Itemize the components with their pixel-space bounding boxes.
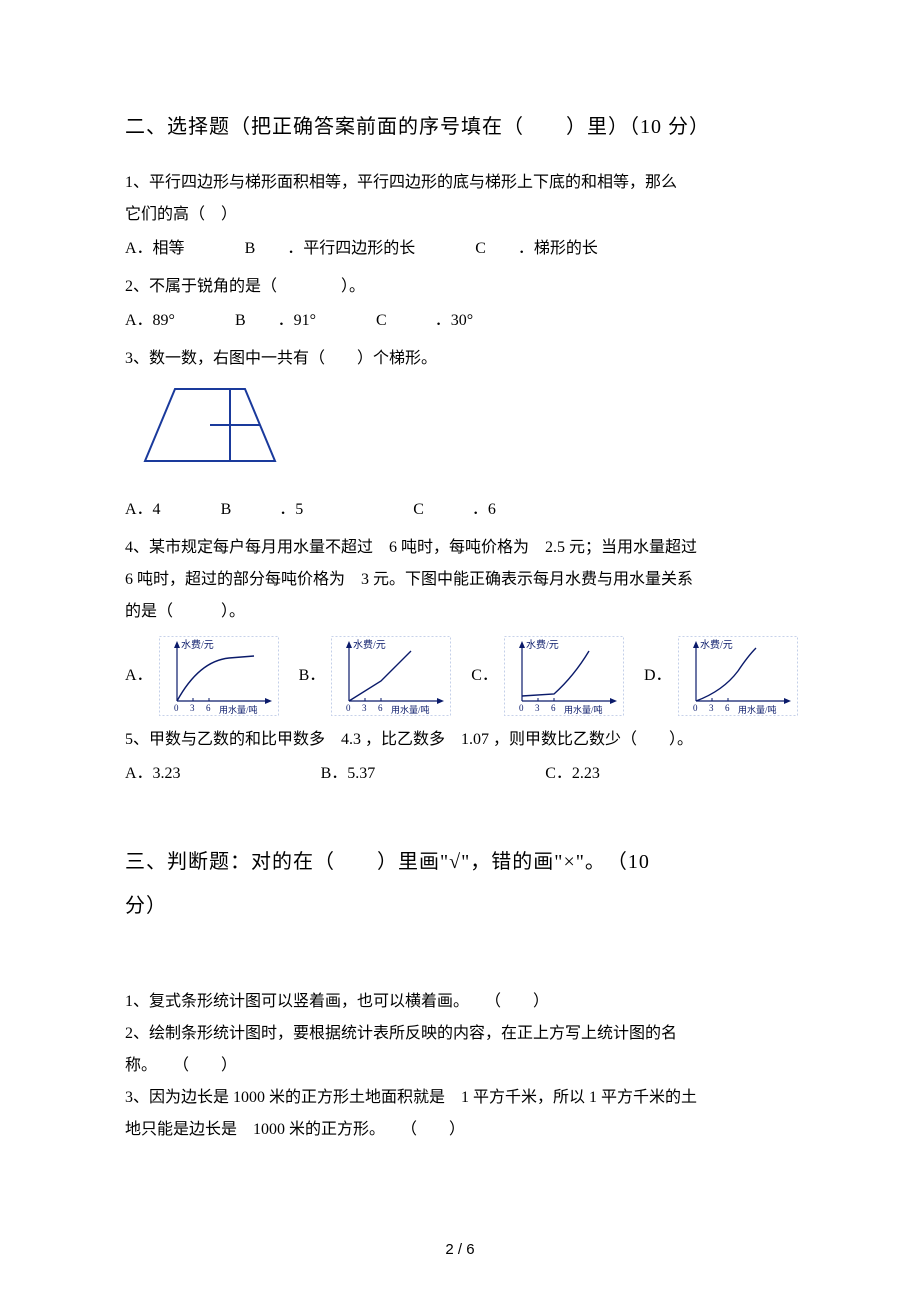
judge-q3-line2: 地只能是边长是 1000 米的正方形。 （ ） [125, 1114, 795, 1146]
q5-options: A．3.23 B．5.37 C．2.23 [125, 758, 795, 790]
svg-text:水费/元: 水费/元 [700, 638, 733, 651]
q1-option-c: C ．梯形的长 [475, 233, 598, 265]
judge-q3: 3、因为边长是 1000 米的正方形土地面积就是 1 平方千米，所以 1 平方千… [125, 1082, 795, 1146]
svg-text:用水量/吨: 用水量/吨 [219, 704, 258, 715]
q4-label-d: D． [644, 660, 672, 692]
q1-option-b: B ．平行四边形的长 [245, 233, 416, 265]
chart-b-icon: 水费/元用水量/吨 0 3 6 [331, 636, 451, 716]
question-4: 4、某市规定每户每月用水量不超过 6 吨时，每吨价格为 2.5 元；当用水量超过… [125, 532, 795, 716]
svg-text:0: 0 [693, 703, 698, 713]
svg-text:用水量/吨: 用水量/吨 [564, 704, 603, 715]
svg-text:6: 6 [551, 703, 556, 713]
q4-text-line2: 6 吨时，超过的部分每吨价格为 3 元。下图中能正确表示每月水费与用水量关系 [125, 564, 795, 596]
section-2-title: 二、选择题（把正确答案前面的序号填在（ ）里）（10 分） [125, 110, 795, 139]
q1-text-line1: 1、平行四边形与梯形面积相等，平行四边形的底与梯形上下底的和相等，那么 [125, 167, 795, 199]
q2-options: A．89° B ．91° C ．30° [125, 305, 795, 337]
svg-text:用水量/吨: 用水量/吨 [738, 704, 777, 715]
q4-charts: A． 水费/元用水量/吨 0 3 6 B． 水费/元用水量/吨 0 3 6 C． 水费/元用… [125, 636, 795, 716]
q5-option-a: A．3.23 [125, 758, 181, 790]
svg-text:水费/元: 水费/元 [181, 638, 214, 651]
judge-q2-line1: 2、绘制条形统计图时，要根据统计表所反映的内容，在正上方写上统计图的名 [125, 1018, 795, 1050]
q5-text: 5、甲数与乙数的和比甲数多 4.3 ，比乙数多 1.07 ，则甲数比乙数少（ ）… [125, 724, 795, 756]
judge-q1-text: 1、复式条形统计图可以竖着画，也可以横着画。 （ ） [125, 986, 795, 1018]
q2-option-c: C ．30° [376, 305, 473, 337]
judge-q2-line2: 称。 （ ） [125, 1050, 795, 1082]
q3-option-c: C ．6 [413, 494, 496, 526]
svg-text:0: 0 [174, 703, 179, 713]
q4-label-c: C． [471, 660, 498, 692]
chart-a-icon: 水费/元用水量/吨 0 3 6 [159, 636, 279, 716]
chart-c-icon: 水费/元用水量/吨 0 3 6 [504, 636, 624, 716]
svg-text:3: 3 [709, 703, 714, 713]
q3-option-a: A．4 [125, 494, 161, 526]
question-3: 3、数一数，右图中一共有（ ）个梯形。 A．4 B ．5 C ．6 [125, 343, 795, 526]
question-1: 1、平行四边形与梯形面积相等，平行四边形的底与梯形上下底的和相等，那么 它们的高… [125, 167, 795, 265]
q4-option-d: D． 水费/元用水量/吨 0 3 6 [644, 636, 798, 716]
question-2: 2、不属于锐角的是（ ）。 A．89° B ．91° C ．30° [125, 271, 795, 337]
q4-option-c: C． 水费/元用水量/吨 0 3 6 [471, 636, 624, 716]
q4-text-line1: 4、某市规定每户每月用水量不超过 6 吨时，每吨价格为 2.5 元；当用水量超过 [125, 532, 795, 564]
chart-d-icon: 水费/元用水量/吨 0 3 6 [678, 636, 798, 716]
svg-text:6: 6 [378, 703, 383, 713]
q5-option-c: C．2.23 [545, 758, 600, 790]
q5-option-b: B．5.37 [321, 758, 376, 790]
q1-option-a: A．相等 [125, 233, 185, 265]
q4-label-b: B． [299, 660, 326, 692]
q3-option-b: B ．5 [221, 494, 304, 526]
q4-label-a: A． [125, 660, 153, 692]
svg-text:用水量/吨: 用水量/吨 [391, 704, 430, 715]
svg-text:水费/元: 水费/元 [526, 638, 559, 651]
q1-text-line2: 它们的高（ ） [125, 199, 795, 231]
svg-text:3: 3 [362, 703, 367, 713]
svg-text:0: 0 [519, 703, 524, 713]
section-3-title: 三、判断题：对的在（ ）里画"√"，错的画"×"。 （10 分） [125, 840, 795, 928]
svg-text:水费/元: 水费/元 [353, 638, 386, 651]
section-3-title-line1: 三、判断题：对的在（ ）里画"√"，错的画"×"。 （10 [125, 851, 650, 873]
judge-q3-line1: 3、因为边长是 1000 米的正方形土地面积就是 1 平方千米，所以 1 平方千… [125, 1082, 795, 1114]
judge-q2: 2、绘制条形统计图时，要根据统计表所反映的内容，在正上方写上统计图的名 称。 （… [125, 1018, 795, 1082]
q4-text-line3: 的是（ ）。 [125, 596, 795, 628]
q2-text: 2、不属于锐角的是（ ）。 [125, 271, 795, 303]
section-3-title-line2: 分） [125, 895, 167, 917]
q4-option-b: B． 水费/元用水量/吨 0 3 6 [299, 636, 452, 716]
trapezoid-figure [125, 381, 795, 488]
svg-text:3: 3 [535, 703, 540, 713]
q3-text: 3、数一数，右图中一共有（ ）个梯形。 [125, 343, 795, 375]
q4-option-a: A． 水费/元用水量/吨 0 3 6 [125, 636, 279, 716]
judge-q1: 1、复式条形统计图可以竖着画，也可以横着画。 （ ） [125, 986, 795, 1018]
q2-option-b: B ．91° [235, 305, 316, 337]
q3-options: A．4 B ．5 C ．6 [125, 494, 795, 526]
trapezoid-icon [125, 381, 295, 476]
svg-text:6: 6 [206, 703, 211, 713]
svg-text:3: 3 [190, 703, 195, 713]
svg-text:0: 0 [346, 703, 351, 713]
q1-options: A．相等 B ．平行四边形的长 C ．梯形的长 [125, 233, 795, 265]
svg-text:6: 6 [725, 703, 730, 713]
question-5: 5、甲数与乙数的和比甲数多 4.3 ，比乙数多 1.07 ，则甲数比乙数少（ ）… [125, 724, 795, 790]
page-footer: 2 / 6 [0, 1241, 920, 1258]
q2-option-a: A．89° [125, 305, 175, 337]
